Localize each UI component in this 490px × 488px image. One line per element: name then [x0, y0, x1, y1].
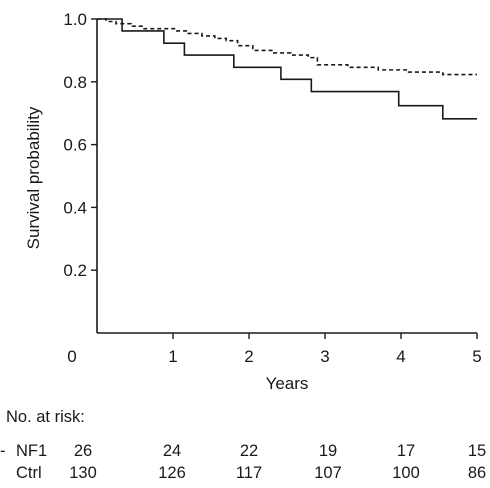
risk-cell: 15 — [468, 442, 486, 460]
y-tick-label: 0.4 — [63, 198, 87, 217]
x-tick-label: 1 — [168, 347, 177, 366]
x-tick-label: 5 — [472, 347, 481, 366]
y-tick-label: 0.8 — [63, 73, 87, 92]
risk-table-title: No. at risk: — [6, 408, 85, 426]
y-tick-label: 0.6 — [63, 136, 87, 155]
risk-cell: 130 — [69, 464, 97, 482]
risk-row-label: Ctrl — [16, 464, 42, 482]
risk-row-marker: - — [0, 442, 6, 460]
x-tick-label: 3 — [320, 347, 329, 366]
risk-cell: 117 — [236, 464, 262, 482]
y-axis-title: Survival probability — [24, 106, 43, 249]
x-tick-label: 0 — [67, 347, 76, 366]
risk-cell: 19 — [319, 442, 337, 460]
y-tick-label: 1.0 — [63, 10, 87, 29]
x-tick-label: 4 — [396, 347, 405, 366]
risk-cell: 24 — [163, 442, 181, 460]
dashed-survival-curve — [97, 18, 477, 76]
y-tick-label: 0.2 — [63, 261, 87, 280]
risk-cell: 107 — [314, 464, 342, 482]
x-axis-title: Years — [266, 374, 309, 393]
risk-cell: 86 — [468, 464, 486, 482]
risk-cell: 22 — [240, 442, 258, 460]
risk-cell: 100 — [392, 464, 420, 482]
risk-table: No. at risk:- NF1 26 24 22 19 17 15 Ctrl 130 126 11… — [0, 408, 486, 482]
plot-area: 0.2 0.4 0.6 0.8 1.0 0 1 2 3 4 5 Years Survival proba… — [24, 10, 482, 393]
x-tick-label: 2 — [244, 347, 253, 366]
solid-survival-curve — [97, 18, 477, 120]
risk-cell: 17 — [397, 442, 415, 460]
risk-row-label: NF1 — [16, 442, 47, 460]
risk-cell: 126 — [158, 464, 186, 482]
risk-cell: 26 — [74, 442, 92, 460]
